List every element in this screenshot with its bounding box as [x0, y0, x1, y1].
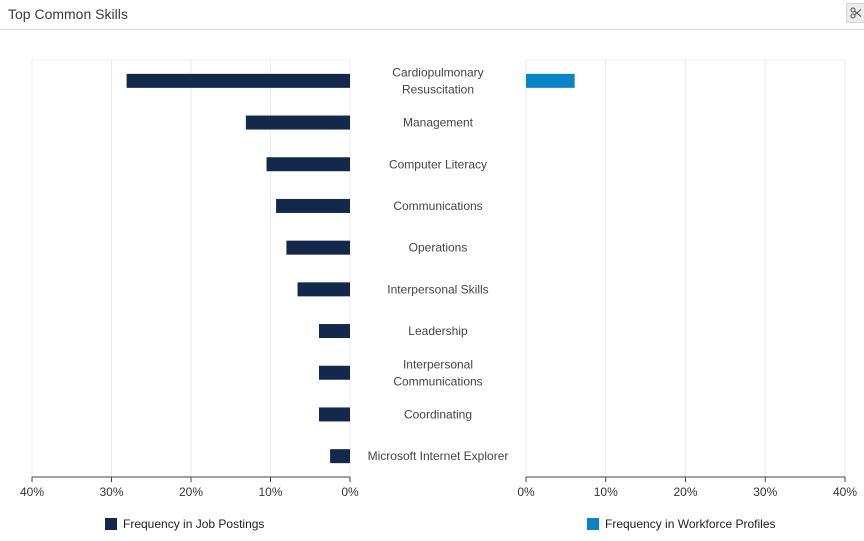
- legend-swatch-workforce-profiles: [587, 518, 599, 530]
- category-label: Cardiopulmonary: [392, 65, 483, 79]
- category-label: Microsoft Internet Explorer: [368, 449, 509, 463]
- bar-job-postings: [126, 73, 350, 88]
- left-tick-label: 0%: [341, 485, 359, 499]
- legend-label-job-postings: Frequency in Job Postings: [123, 517, 265, 531]
- right-tick-label: 40%: [833, 485, 857, 499]
- scissors-icon: [849, 7, 862, 19]
- chart-header: Top Common Skills: [0, 0, 864, 30]
- left-tick-label: 20%: [179, 485, 203, 499]
- bar-job-postings: [330, 449, 350, 464]
- right-tick-label: 10%: [594, 485, 618, 499]
- category-label: Interpersonal Skills: [387, 282, 488, 296]
- bar-workforce-profiles: [526, 73, 575, 88]
- bar-job-postings: [318, 407, 350, 422]
- category-label: Interpersonal: [403, 357, 473, 371]
- right-tick-label: 30%: [753, 485, 777, 499]
- category-label: Coordinating: [404, 407, 472, 421]
- category-label: Leadership: [408, 324, 468, 338]
- bar-job-postings: [286, 240, 350, 255]
- category-label: Management: [403, 116, 474, 130]
- right-tick-label: 20%: [673, 485, 697, 499]
- legend-job-postings[interactable]: Frequency in Job Postings: [105, 517, 264, 531]
- bar-job-postings: [276, 198, 350, 213]
- legend-swatch-job-postings: [105, 518, 117, 530]
- left-tick-label: 30%: [99, 485, 123, 499]
- bar-job-postings: [318, 365, 350, 380]
- left-tick-label: 10%: [258, 485, 282, 499]
- left-tick-label: 40%: [20, 485, 44, 499]
- legend-workforce-profiles[interactable]: Frequency in Workforce Profiles: [587, 517, 776, 531]
- bar-job-postings: [266, 157, 350, 172]
- bar-job-postings: [297, 282, 350, 297]
- bar-job-postings: [318, 324, 350, 339]
- bar-job-postings: [245, 115, 350, 130]
- category-label: Resuscitation: [402, 82, 474, 96]
- legend-label-workforce-profiles: Frequency in Workforce Profiles: [605, 517, 776, 531]
- chart-title: Top Common Skills: [8, 6, 128, 22]
- category-label: Computer Literacy: [389, 157, 487, 171]
- right-tick-label: 0%: [517, 485, 535, 499]
- category-label: Operations: [409, 241, 468, 255]
- category-label: Communications: [393, 374, 482, 388]
- scissors-button[interactable]: [846, 3, 864, 23]
- category-label: Communications: [393, 199, 482, 213]
